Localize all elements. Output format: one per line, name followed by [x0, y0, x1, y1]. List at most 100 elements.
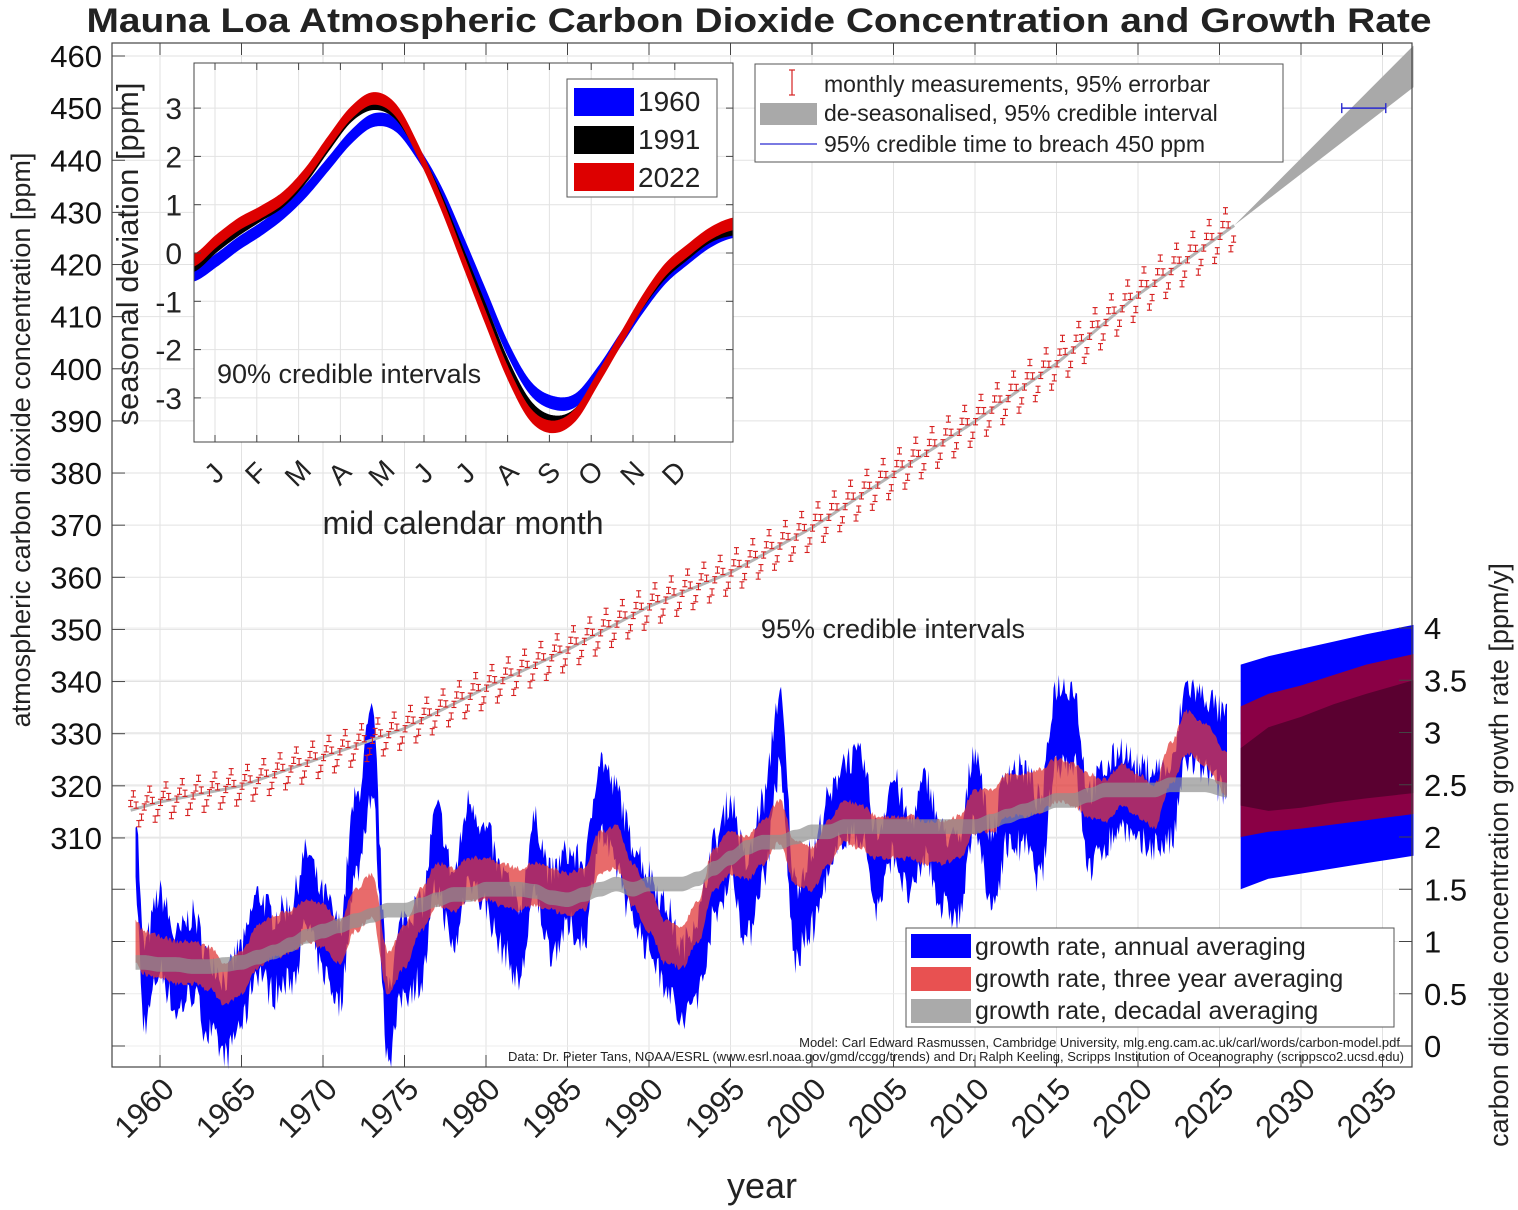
co2-monthly-measurement — [1198, 258, 1204, 267]
co2-monthly-measurement — [685, 568, 691, 576]
co2-monthly-measurement — [780, 532, 786, 540]
co2-monthly-measurement — [1013, 383, 1019, 392]
co2-monthly-measurement — [831, 490, 837, 498]
inset-y-tick-label: -3 — [155, 383, 182, 416]
co2-monthly-measurement — [231, 779, 237, 788]
co2-monthly-measurement — [742, 572, 748, 581]
co2-monthly-measurement — [467, 692, 473, 700]
co2-monthly-measurement — [215, 783, 221, 791]
co2-monthly-measurement — [592, 649, 598, 657]
co2-monthly-measurement — [554, 633, 560, 641]
co2-monthly-measurement — [541, 653, 547, 661]
y-tick-label-left: 390 — [50, 404, 102, 439]
co2-monthly-measurement — [348, 760, 354, 768]
co2-monthly-measurement — [907, 460, 913, 468]
y-tick-label-left: 310 — [50, 821, 102, 856]
x-tick-label: 1980 — [433, 1071, 507, 1145]
co2-monthly-measurement — [399, 736, 405, 744]
co2-monthly-measurement — [530, 673, 536, 681]
co2-monthly-measurement — [247, 775, 253, 783]
co2-monthly-measurement — [850, 492, 856, 500]
co2-monthly-measurement — [1054, 360, 1060, 368]
legend-upper-item-2: 95% credible time to breach 450 ppm — [760, 131, 1205, 157]
co2-monthly-measurement — [687, 581, 693, 589]
legend-lower-item-0: growth rate, annual averaging — [911, 933, 1306, 961]
co2-monthly-measurement — [524, 660, 530, 669]
co2-monthly-measurement — [791, 546, 797, 554]
co2-monthly-measurement — [932, 439, 938, 447]
co2-monthly-measurement — [220, 796, 226, 804]
co2-monthly-measurement — [915, 449, 921, 458]
co2-monthly-measurement — [204, 799, 210, 807]
co2-monthly-measurement — [321, 753, 327, 762]
co2-monthly-measurement — [272, 771, 278, 779]
co2-monthly-measurement — [649, 593, 655, 601]
main-axes-frame — [111, 42, 1413, 1068]
co2-monthly-measurement — [676, 601, 682, 610]
co2-monthly-measurement — [666, 586, 672, 595]
co2-monthly-measurement — [858, 492, 864, 500]
co2-monthly-measurement — [1174, 242, 1180, 250]
inset-legend-swatch-2022 — [574, 163, 634, 191]
co2-monthly-measurement — [494, 696, 500, 704]
co2-monthly-measurement — [978, 393, 984, 402]
y-tick-label-left: 380 — [50, 456, 102, 491]
decadal-swatch-icon — [911, 999, 971, 1023]
co2-monthly-measurement — [462, 711, 468, 720]
inset-legend-label-1960: 1960 — [638, 86, 700, 117]
co2-monthly-measurement — [440, 688, 446, 696]
co2-monthly-measurement — [758, 564, 764, 572]
co2-monthly-measurement — [992, 395, 998, 403]
co2-monthly-measurement — [693, 595, 699, 603]
co2-monthly-measurement — [318, 764, 324, 773]
co2-monthly-measurement — [236, 792, 242, 801]
co2-monthly-measurement — [486, 675, 492, 683]
co2-monthly-measurement — [310, 740, 316, 748]
co2-monthly-measurement — [410, 716, 416, 724]
co2-monthly-measurement — [880, 457, 886, 466]
chart-title: Mauna Loa Atmospheric Carbon Dioxide Con… — [87, 2, 1432, 40]
co2-monthly-measurement — [174, 795, 180, 803]
co2-monthly-measurement — [967, 440, 973, 448]
credit-model: Model: Carl Edward Rasmussen, Cambridge … — [799, 1035, 1400, 1050]
co2-monthly-measurement — [638, 602, 644, 610]
y-tick-label-left: 400 — [50, 352, 102, 387]
co2-monthly-measurement — [163, 781, 169, 789]
co2-monthly-measurement — [891, 470, 897, 479]
co2-monthly-measurement — [589, 628, 595, 636]
co2-monthly-measurement — [750, 538, 756, 546]
co2-monthly-measurement — [1190, 230, 1196, 239]
co2-monthly-measurement — [1165, 282, 1171, 290]
co2-monthly-measurement — [187, 802, 193, 810]
x-tick-label: 2005 — [841, 1071, 915, 1145]
co2-monthly-measurement — [1179, 280, 1185, 288]
growth-rate-layer — [135, 624, 1414, 1070]
co2-monthly-measurement — [660, 608, 666, 616]
co2-monthly-measurement — [209, 781, 215, 789]
co2-monthly-measurement — [326, 734, 332, 743]
co2-monthly-measurement — [921, 463, 927, 471]
co2-monthly-measurement — [546, 665, 552, 674]
legend-lower-box — [905, 927, 1395, 1028]
co2-monthly-measurement — [1021, 383, 1027, 391]
co2-monthly-measurement — [573, 637, 579, 645]
co2-monthly-measurement — [1220, 220, 1226, 229]
co2-monthly-measurement — [193, 784, 199, 792]
co2-monthly-measurement — [877, 470, 883, 479]
y-tick-label-left: 360 — [50, 560, 102, 595]
co2-monthly-measurement — [584, 627, 590, 636]
y-tick-label-left: 350 — [50, 612, 102, 647]
co2-monthly-measurement — [698, 573, 704, 581]
co2-monthly-measurement — [456, 680, 462, 688]
co2-monthly-measurement — [149, 796, 155, 805]
co2-monthly-measurement — [413, 736, 419, 744]
co2-monthly-measurement — [280, 763, 286, 772]
co2-monthly-measurement — [1152, 279, 1158, 287]
co2-monthly-measurement — [807, 537, 813, 545]
co2-monthly-measurement — [883, 470, 889, 479]
co2-monthly-measurement — [451, 700, 457, 709]
co2-monthly-measurement — [1062, 347, 1068, 356]
co2-monthly-measurement — [706, 596, 712, 604]
co2-monthly-measurement — [250, 794, 256, 802]
co2-monthly-measurement — [581, 637, 587, 646]
